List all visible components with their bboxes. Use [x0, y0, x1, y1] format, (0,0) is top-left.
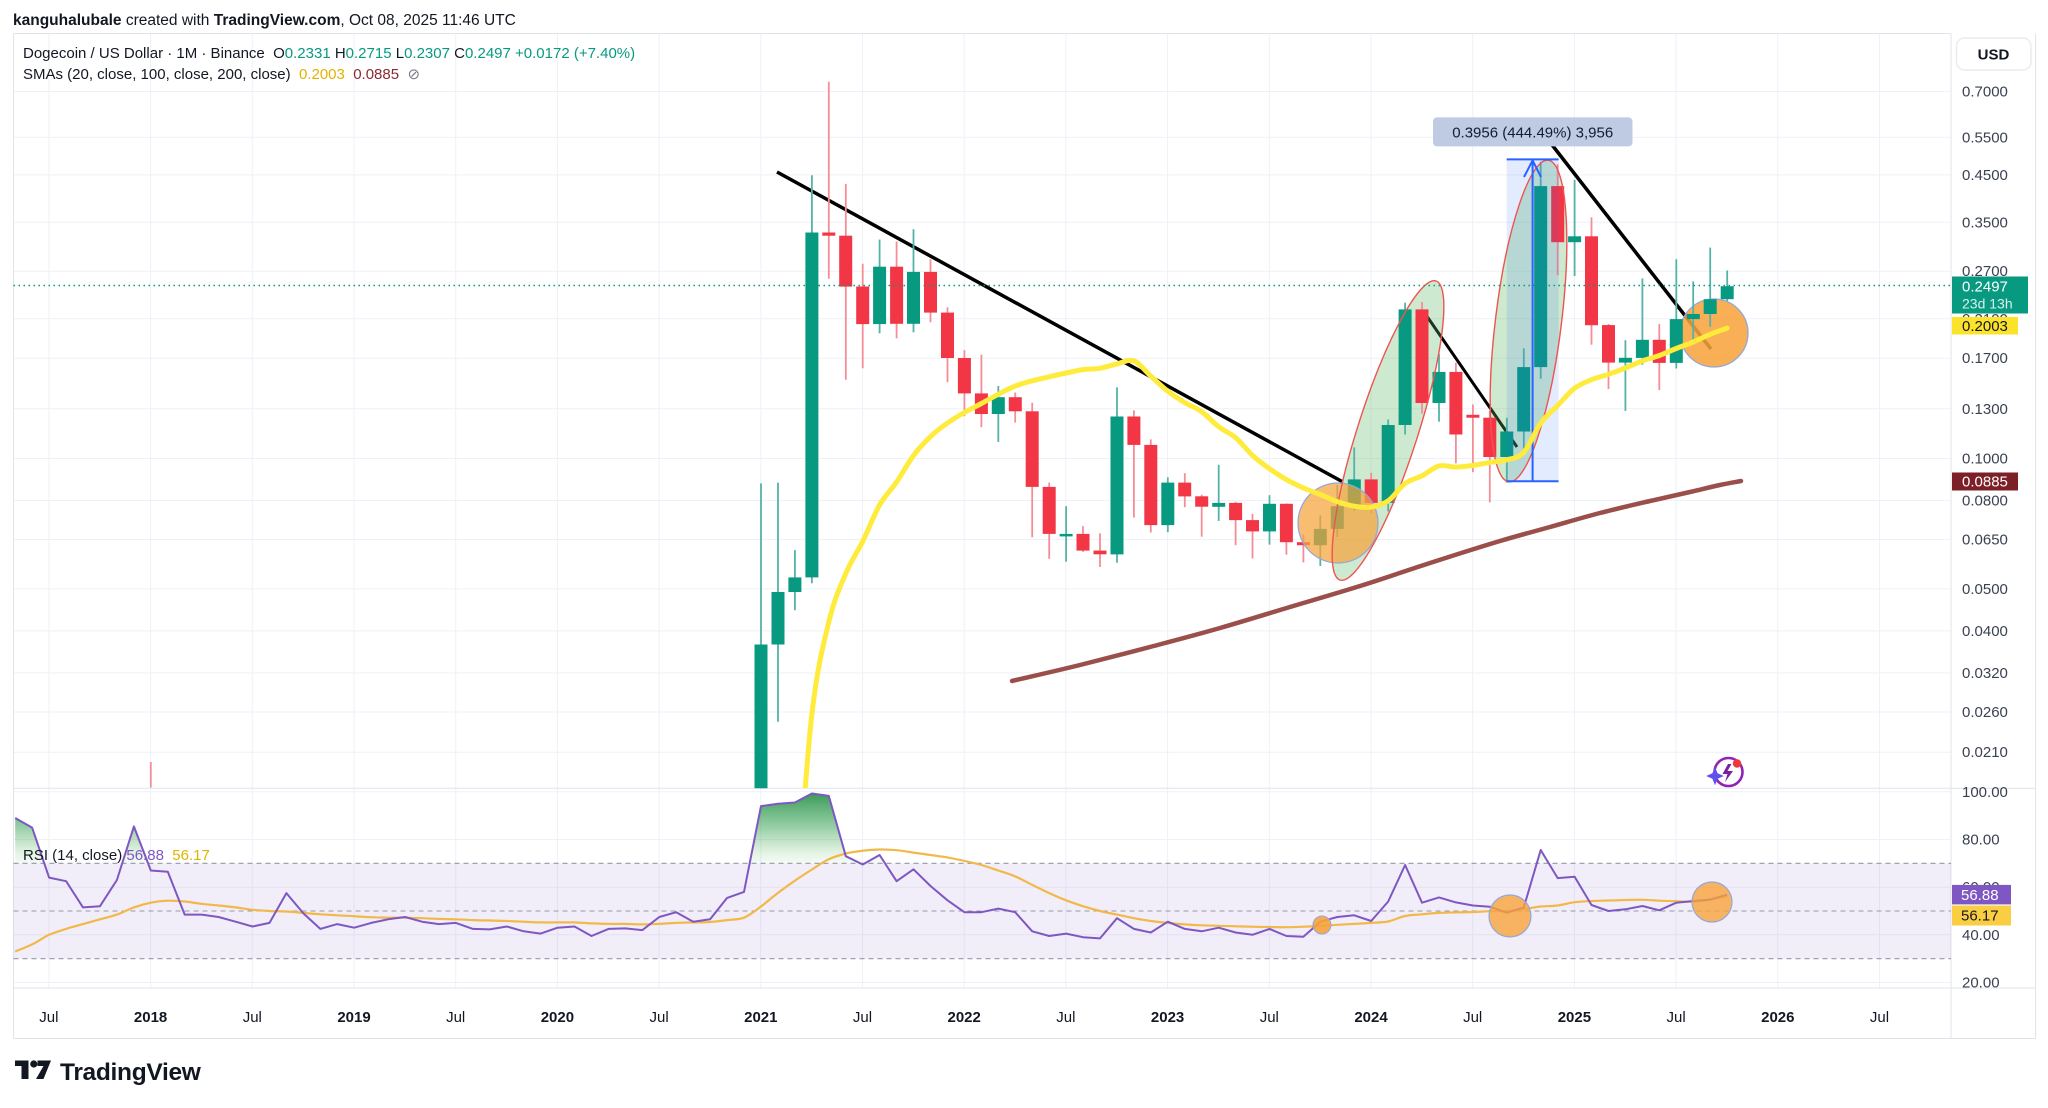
svg-text:0.3956 (444.49%) 3,956: 0.3956 (444.49%) 3,956 [1452, 125, 1613, 142]
svg-text:56.17: 56.17 [1961, 908, 1999, 925]
svg-text:80.00: 80.00 [1962, 832, 2000, 849]
svg-text:0.2700: 0.2700 [1962, 263, 2008, 280]
svg-text:0.1000: 0.1000 [1962, 451, 2008, 468]
svg-text:TradingView: TradingView [60, 1059, 202, 1086]
svg-text:Jul: Jul [1056, 1009, 1075, 1026]
svg-text:2025: 2025 [1558, 1009, 1591, 1026]
svg-text:23d 13h: 23d 13h [1962, 296, 2013, 312]
svg-text:Jul: Jul [446, 1009, 465, 1026]
svg-text:2020: 2020 [541, 1009, 574, 1026]
svg-text:0.2497: 0.2497 [1962, 279, 2008, 296]
svg-text:0.2003: 0.2003 [1962, 318, 2008, 335]
svg-text:Jul: Jul [650, 1009, 669, 1026]
svg-text:kanguhalubale created with Tra: kanguhalubale created with TradingView.c… [13, 12, 516, 29]
svg-text:100.00: 100.00 [1962, 784, 2008, 801]
svg-text:20.00: 20.00 [1962, 975, 2000, 992]
svg-text:SMAs (20, close, 100, close, 2: SMAs (20, close, 100, close, 200, close)… [23, 66, 420, 83]
svg-text:Jul: Jul [853, 1009, 872, 1026]
svg-text:0.5500: 0.5500 [1962, 129, 2008, 146]
svg-text:0.1700: 0.1700 [1962, 350, 2008, 367]
svg-text:2026: 2026 [1761, 1009, 1794, 1026]
svg-text:RSI (14, close) 56.88 56.17: RSI (14, close) 56.88 56.17 [23, 847, 210, 864]
svg-text:2021: 2021 [744, 1009, 777, 1026]
svg-text:56.88: 56.88 [1961, 887, 1999, 904]
svg-text:0.3500: 0.3500 [1962, 214, 2008, 231]
svg-text:2023: 2023 [1151, 1009, 1184, 1026]
svg-text:2018: 2018 [134, 1009, 167, 1026]
svg-text:0.0885: 0.0885 [1962, 474, 2008, 491]
svg-text:Jul: Jul [39, 1009, 58, 1026]
svg-text:2019: 2019 [337, 1009, 370, 1026]
svg-text:2022: 2022 [948, 1009, 981, 1026]
svg-text:0.0650: 0.0650 [1962, 532, 2008, 549]
svg-text:0.0210: 0.0210 [1962, 744, 2008, 761]
svg-text:Jul: Jul [1260, 1009, 1279, 1026]
svg-text:Jul: Jul [1463, 1009, 1482, 1026]
svg-text:2024: 2024 [1354, 1009, 1388, 1026]
svg-text:0.7000: 0.7000 [1962, 84, 2008, 101]
svg-text:0.1300: 0.1300 [1962, 401, 2008, 418]
svg-text:0.4500: 0.4500 [1962, 167, 2008, 184]
svg-text:Jul: Jul [1667, 1009, 1686, 1026]
svg-text:Jul: Jul [243, 1009, 262, 1026]
svg-text:0.0800: 0.0800 [1962, 493, 2008, 510]
svg-text:Dogecoin / US Dollar · 1M · Bi: Dogecoin / US Dollar · 1M · Binance O0.2… [23, 45, 635, 62]
svg-text:0.0320: 0.0320 [1962, 665, 2008, 682]
svg-text:Jul: Jul [1870, 1009, 1889, 1026]
svg-text:0.0260: 0.0260 [1962, 704, 2008, 721]
svg-text:0.0400: 0.0400 [1962, 623, 2008, 640]
svg-text:USD: USD [1978, 47, 2010, 64]
svg-text:40.00: 40.00 [1962, 927, 2000, 944]
svg-text:0.0500: 0.0500 [1962, 581, 2008, 598]
